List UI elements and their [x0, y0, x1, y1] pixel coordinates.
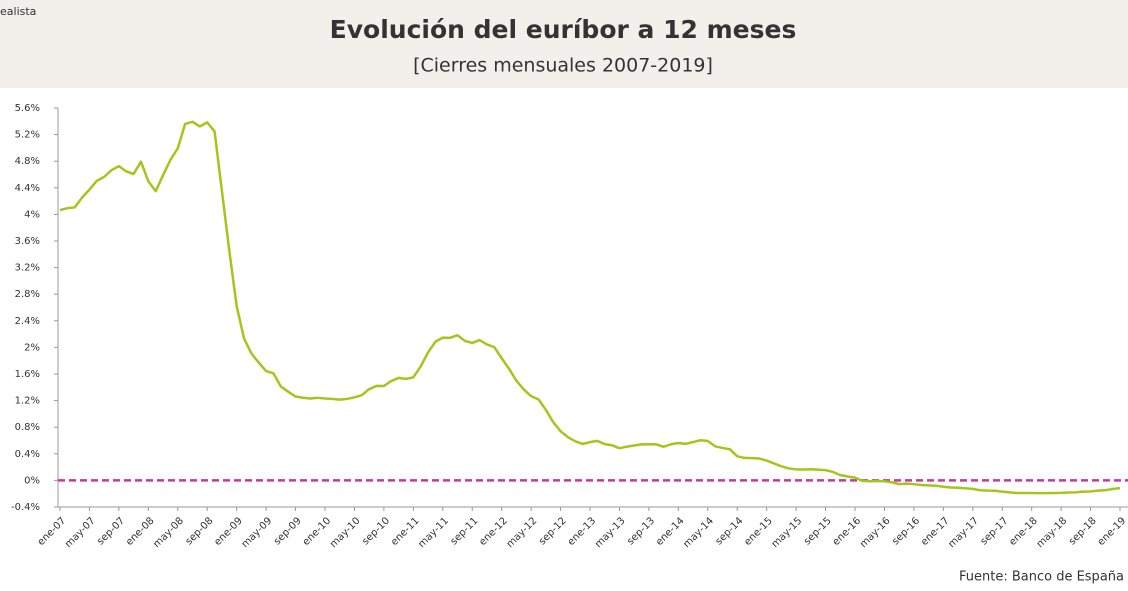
x-tick-label: ene-19: [1096, 515, 1128, 548]
y-tick-label: -0.4%: [11, 502, 40, 513]
x-tick-label: sep-13: [625, 515, 657, 547]
x-tick-label: sep-16: [890, 515, 922, 547]
y-tick-label: 0%: [24, 475, 40, 486]
series-line: [59, 120, 1121, 495]
chart-subtitle: [Cierres mensuales 2007-2019]: [413, 55, 713, 77]
x-tick-label: sep-07: [95, 515, 127, 547]
x-tick-label: sep-11: [449, 515, 481, 547]
x-tick-label: may-10: [328, 515, 363, 550]
x-tick-label: sep-10: [360, 515, 392, 547]
x-tick-label: may-11: [416, 515, 451, 550]
x-tick-label: may-08: [151, 515, 186, 550]
logo: ealista: [0, 5, 36, 18]
x-tick-label: sep-12: [537, 515, 569, 547]
y-tick-label: 2%: [24, 342, 40, 353]
x-tick-label: sep-09: [272, 515, 304, 547]
x-tick-label: may-18: [1035, 515, 1070, 550]
x-tick-label: may-13: [593, 515, 628, 550]
x-tick-label: may-15: [770, 515, 805, 550]
y-tick-label: 4.4%: [15, 183, 40, 194]
y-tick-label: 5.2%: [15, 130, 40, 141]
y-tick-label: 0.8%: [15, 422, 40, 433]
y-tick-label: 0.4%: [15, 449, 40, 460]
y-tick-label: 2.8%: [15, 289, 40, 300]
x-tick-label: may-09: [240, 515, 275, 550]
y-tick-label: 4.8%: [15, 156, 40, 167]
y-tick-label: 2.4%: [15, 316, 40, 327]
x-tick-label: sep-17: [979, 515, 1011, 547]
x-tick-label: sep-18: [1067, 515, 1099, 547]
x-tick-label: sep-14: [714, 515, 746, 547]
y-tick-label: 1.2%: [15, 396, 40, 407]
header-band: [0, 0, 1128, 88]
chart-title: Evolución del euríbor a 12 meses: [330, 15, 797, 44]
x-tick-label: may-12: [505, 515, 540, 550]
y-tick-label: 5.6%: [15, 103, 40, 114]
y-tick-label: 1.6%: [15, 369, 40, 380]
x-tick-label: may-07: [63, 515, 98, 550]
y-tick-label: 3.2%: [15, 263, 40, 274]
x-tick-label: may-16: [858, 515, 893, 550]
x-tick-label: sep-08: [184, 515, 216, 547]
x-tick-label: may-17: [946, 515, 981, 550]
source: Fuente: Banco de España: [959, 570, 1124, 585]
x-tick-label: may-14: [681, 515, 716, 550]
x-tick-label: sep-15: [802, 515, 834, 547]
y-tick-label: 4%: [24, 209, 40, 220]
y-tick-label: 3.6%: [15, 236, 40, 247]
